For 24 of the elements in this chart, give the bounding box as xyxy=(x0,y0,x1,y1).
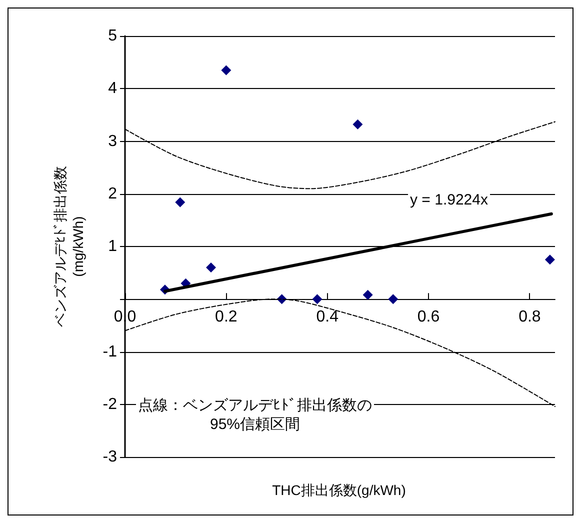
y-tick-label: 3 xyxy=(108,132,118,150)
y-tick-label: 4 xyxy=(108,80,118,98)
point xyxy=(221,65,232,76)
annotation: 点線：ベンズアルデﾋﾄﾞ排出係数の 95%信頼区間 xyxy=(138,397,372,433)
point xyxy=(352,119,363,130)
x-tick-label: 0.2 xyxy=(215,308,238,326)
x-tick-label: 0.4 xyxy=(316,308,339,326)
y-axis-title: ベンズアルデﾋﾄﾞ排出係数 (mg/kWh) xyxy=(52,166,86,327)
point xyxy=(544,254,555,265)
point xyxy=(388,294,398,304)
y-tick-label: 5 xyxy=(108,28,118,44)
point xyxy=(362,290,373,300)
point xyxy=(206,262,216,273)
y-tick-label: 2 xyxy=(108,185,118,202)
x-tick-label: 0.6 xyxy=(417,308,440,326)
point xyxy=(312,294,322,304)
y-tick-label: -3 xyxy=(102,448,118,466)
annotation: y = 1.9224x xyxy=(410,192,488,208)
y-tick-label: -2 xyxy=(102,396,118,413)
y-tick-label: 1 xyxy=(108,238,118,255)
y-tick-label: -1 xyxy=(102,343,118,360)
x-axis-title: THC排出係数(g/kWh) xyxy=(272,482,406,498)
x-tick-label: 0.8 xyxy=(518,308,541,326)
point xyxy=(175,197,186,208)
